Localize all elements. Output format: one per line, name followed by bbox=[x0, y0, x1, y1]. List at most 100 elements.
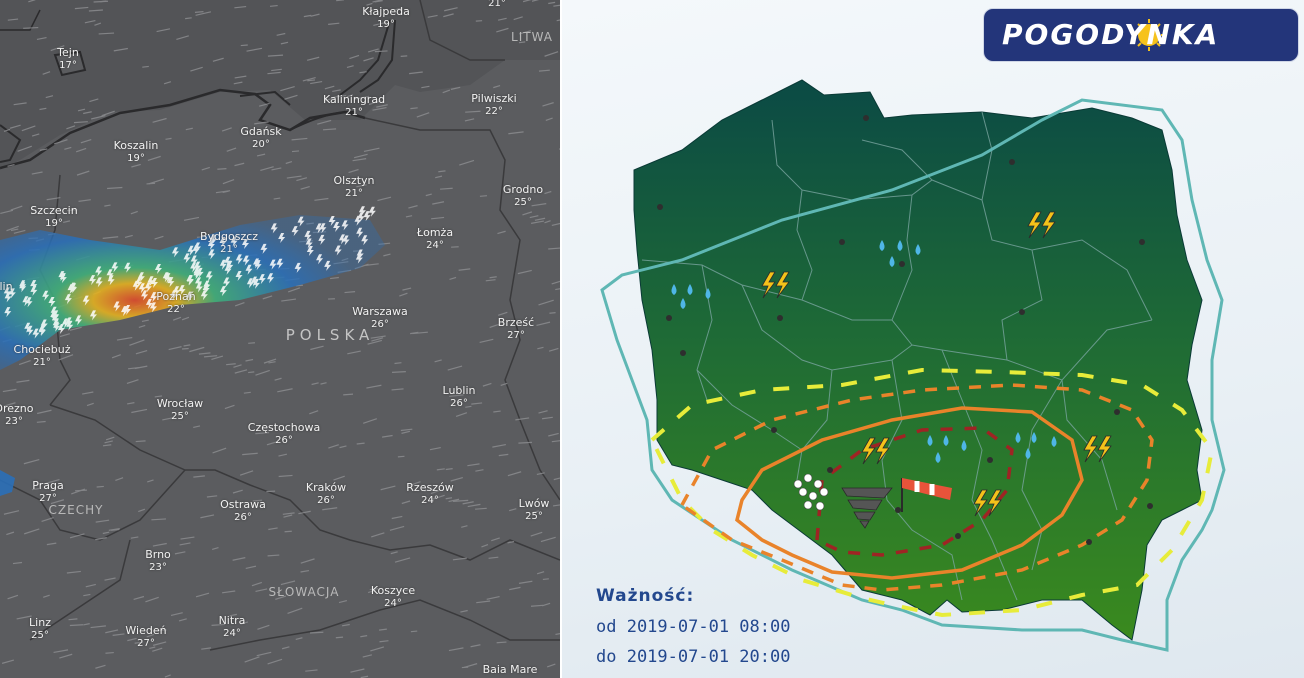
city-label[interactable]: Bydgoszcz 21° bbox=[200, 230, 258, 256]
city-label[interactable]: Rzeszów 24° bbox=[406, 481, 453, 507]
wind-streak bbox=[221, 127, 232, 132]
city-temp: 23° bbox=[5, 416, 23, 427]
lightning-mark bbox=[195, 277, 203, 288]
wind-streak bbox=[151, 518, 166, 521]
city-label[interactable]: Koszalin 19° bbox=[114, 139, 159, 165]
wind-streak bbox=[497, 311, 508, 316]
city-temp: 27° bbox=[137, 638, 155, 649]
wind-streak bbox=[542, 416, 553, 420]
wind-streak bbox=[133, 595, 145, 601]
wind-streak bbox=[409, 71, 423, 75]
wind-streak bbox=[328, 22, 340, 25]
city-label[interactable]: Tejn 17° bbox=[57, 46, 79, 72]
city-label[interactable]: Gdańsk 20° bbox=[240, 125, 281, 151]
wind-streak bbox=[541, 602, 551, 607]
wind-streak bbox=[131, 163, 141, 168]
city-label-partial[interactable]: Baia Mare bbox=[483, 663, 538, 676]
city-label[interactable]: Łomża 24° bbox=[417, 226, 453, 252]
city-label[interactable]: Pilwiszki 22° bbox=[471, 92, 517, 118]
lightning-mark bbox=[356, 227, 364, 238]
rain-drop bbox=[1051, 436, 1057, 447]
curonian-lagoon bbox=[359, 19, 396, 93]
lightning-mark bbox=[235, 254, 243, 265]
city-label[interactable]: Warszawa 26° bbox=[352, 305, 407, 331]
city-label[interactable]: Kaliningrad 21° bbox=[323, 93, 385, 119]
wind-streak bbox=[370, 335, 386, 339]
city-temp: 26° bbox=[371, 319, 389, 330]
lightning-mark bbox=[354, 215, 362, 226]
wind-streak bbox=[479, 338, 494, 344]
city-label[interactable]: Wrocław 25° bbox=[157, 397, 203, 423]
city-label[interactable]: Szczecin 19° bbox=[30, 204, 77, 230]
wind-streak bbox=[545, 117, 553, 122]
city-label[interactable]: Drezno23° bbox=[0, 402, 34, 428]
wind-streak bbox=[322, 128, 337, 131]
city-label[interactable]: Wiedeń 27° bbox=[125, 624, 166, 650]
wind-streak bbox=[500, 382, 508, 386]
city-label[interactable]: Częstochowa 26° bbox=[248, 421, 320, 447]
city-label[interactable]: Kraków 26° bbox=[306, 481, 346, 507]
wind-streak bbox=[405, 215, 413, 218]
city-label[interactable]: Kłajpeda 19° bbox=[362, 5, 410, 31]
wind-streak bbox=[64, 146, 72, 150]
city-label-partial[interactable]: lin bbox=[0, 280, 13, 293]
lightning-bolt bbox=[875, 437, 890, 465]
city-label[interactable]: Chociebuż 21° bbox=[14, 343, 71, 369]
wind-streak bbox=[274, 377, 282, 381]
lightning-mark bbox=[267, 273, 275, 284]
wind-streak bbox=[489, 276, 497, 279]
wind-streak bbox=[531, 510, 539, 514]
city-label[interactable]: Nitra 24° bbox=[219, 614, 246, 640]
wind-streak bbox=[77, 108, 86, 112]
wind-streak bbox=[239, 470, 254, 476]
level2-warning-line bbox=[679, 383, 1154, 592]
wind-streak bbox=[39, 148, 48, 151]
wind-streak bbox=[300, 185, 310, 190]
wind-streak bbox=[138, 508, 146, 513]
wind-streak bbox=[226, 147, 237, 152]
city-label[interactable]: Linz 25° bbox=[29, 616, 51, 642]
lightning-mark bbox=[145, 298, 153, 309]
wind-streak bbox=[359, 71, 367, 74]
wind-streak bbox=[378, 628, 387, 631]
wind-streak bbox=[36, 409, 52, 415]
lightning-mark bbox=[245, 264, 253, 275]
city-label[interactable]: 21° bbox=[488, 0, 506, 10]
country-label-czech: CZECHY bbox=[48, 503, 104, 517]
wind-streak bbox=[497, 230, 506, 235]
wind-streak bbox=[149, 646, 156, 650]
wind-radar-map[interactable]: LITWA POLSKA CZECHY SŁOWACJA 21° Kłajped… bbox=[0, 0, 560, 678]
wind-streak bbox=[129, 339, 145, 346]
wind-streak bbox=[9, 124, 21, 129]
pogodynka-logo[interactable]: POGODYNKA bbox=[983, 8, 1299, 62]
wind-streak bbox=[449, 394, 464, 397]
city-label[interactable]: Ostrawa 26° bbox=[220, 498, 266, 524]
lightning-mark bbox=[173, 286, 181, 297]
wind-streak bbox=[442, 89, 451, 94]
city-label[interactable]: Poznań 22° bbox=[156, 290, 195, 316]
wind-streak bbox=[306, 56, 320, 61]
rain-drop bbox=[680, 298, 686, 309]
city-label[interactable]: Brno 23° bbox=[145, 548, 171, 574]
wind-streak bbox=[46, 542, 57, 546]
rain-drop bbox=[1031, 432, 1037, 443]
lightning-mark bbox=[356, 249, 364, 260]
wind-streak bbox=[325, 96, 337, 102]
city-name: Lwów bbox=[518, 497, 550, 510]
wind-streak bbox=[101, 110, 115, 117]
wind-streak bbox=[432, 201, 445, 205]
wind-streak bbox=[449, 276, 457, 280]
city-label[interactable]: Lwów 25° bbox=[519, 497, 550, 523]
city-label[interactable]: Praga 27° bbox=[32, 479, 63, 505]
city-label[interactable]: Koszyce 24° bbox=[371, 584, 415, 610]
wind-streak bbox=[222, 590, 236, 594]
wind-streak bbox=[427, 14, 438, 18]
wind-streak bbox=[538, 69, 550, 72]
city-label[interactable]: Lublin 26° bbox=[443, 384, 476, 410]
city-label[interactable]: Olsztyn 21° bbox=[333, 174, 374, 200]
lightning-mark bbox=[210, 234, 218, 245]
wind-streak bbox=[518, 580, 533, 584]
city-temp: 19° bbox=[45, 218, 63, 229]
city-label[interactable]: Grodno 25° bbox=[503, 183, 543, 209]
city-label[interactable]: Brześć 27° bbox=[498, 316, 534, 342]
